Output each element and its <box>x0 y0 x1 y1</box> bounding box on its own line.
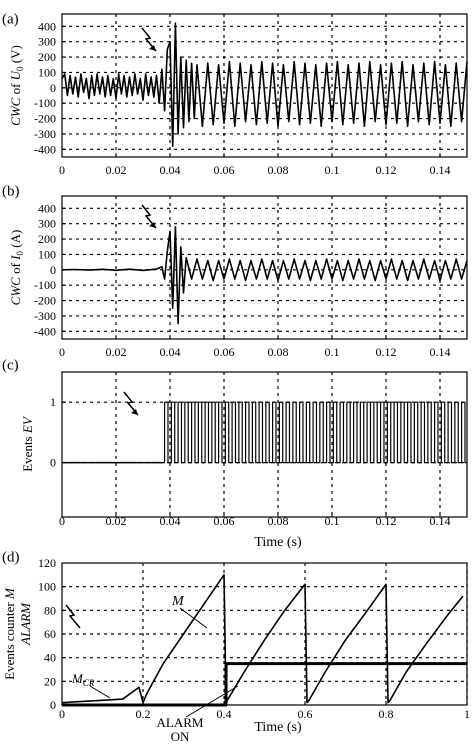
arrow-head-icon <box>131 409 138 415</box>
y-axis-label-2: ALARM <box>18 602 33 646</box>
event-pulses <box>164 401 467 464</box>
y-axis-label: Events counter M <box>2 587 17 680</box>
arrow-head-icon <box>149 222 156 228</box>
annotation-leader <box>179 607 208 629</box>
x-tick-label: 0.08 <box>268 345 289 359</box>
y-tick-label: 0 <box>50 263 56 277</box>
x-tick-label: 0 <box>59 345 65 359</box>
panel-a: (a) 0 0.02 0.04 0.06 0.08 0.1 0.12 0.14 400 300200… <box>2 12 468 177</box>
panel-c: (c) 0 0.02 0.04 0.06 0.08 0.1 0.12 0.14 1 0 Events … <box>2 358 468 550</box>
x-tick-label: 0 <box>59 514 65 528</box>
plot-frame <box>61 13 468 158</box>
x-tick-label: 0.06 <box>214 514 235 528</box>
x-tick-label: 1 <box>464 707 470 721</box>
x-tick-label: 0.2 <box>136 707 151 721</box>
lightning-arrow-icon <box>65 604 81 629</box>
lightning-arrow-icon <box>123 391 139 416</box>
annotation-leader <box>89 685 111 699</box>
y-tick-label: 0 <box>50 456 56 470</box>
x-tick-label: 0 <box>59 707 65 721</box>
y-tick-label: -400 <box>34 324 56 338</box>
series-line <box>61 225 468 325</box>
y-tick-label: -300 <box>34 127 56 141</box>
y-tick-label: 200 <box>38 50 56 64</box>
x-tick-label: 0.08 <box>268 514 289 528</box>
x-tick-label: 0.02 <box>106 345 127 359</box>
panel-label: (c) <box>2 358 19 374</box>
x-tick-label: 0.1 <box>325 345 340 359</box>
y-tick-label: -400 <box>34 142 56 156</box>
x-tick-label: 0.06 <box>214 163 235 177</box>
y-tick-label: 1 <box>50 395 56 409</box>
y-tick-label: -100 <box>34 96 56 110</box>
x-tick-label: 0.8 <box>379 707 394 721</box>
y-tick-label: -200 <box>34 294 56 308</box>
series-line <box>61 574 464 704</box>
x-axis-label: Time (s) <box>254 720 302 735</box>
x-tick-label: 0.6 <box>298 707 313 721</box>
x-tick-label: 0.04 <box>160 514 181 528</box>
annotation-m: M <box>171 594 185 609</box>
x-tick-label: 0.04 <box>160 163 181 177</box>
panel-b: (b) 0 0.02 0.04 0.06 0.08 0.1 0.12 0.14 400 300200… <box>2 184 468 359</box>
y-tick-label: 20 <box>44 674 56 688</box>
y-tick-label: 300 <box>38 217 56 231</box>
x-axis-label: Time (s) <box>254 535 302 550</box>
lightning-arrow-icon <box>141 27 157 52</box>
annotation-mcr: MCR <box>71 671 95 688</box>
x-tick-label: 0.1 <box>325 163 340 177</box>
x-tick-label: 0.12 <box>376 163 397 177</box>
y-tick-label: 200 <box>38 232 56 246</box>
panel-label: (d) <box>2 550 20 566</box>
x-tick-label: 0.06 <box>214 345 235 359</box>
y-tick-label: 40 <box>44 651 56 665</box>
y-tick-label: 0 <box>50 698 56 712</box>
x-tick-label: 0.14 <box>430 345 451 359</box>
x-tick-label: 0.04 <box>160 345 181 359</box>
x-tick-label: 0 <box>59 163 65 177</box>
series-line <box>62 662 467 707</box>
plot-frame <box>61 371 468 518</box>
y-axis-label: Events EV <box>20 415 35 472</box>
panel-label: (b) <box>2 184 20 200</box>
arrow-head-icon <box>149 45 156 51</box>
annotation-alarm: ALARM <box>157 715 204 730</box>
x-tick-label: 0.02 <box>106 163 127 177</box>
y-tick-label: -200 <box>34 112 56 126</box>
y-tick-label: 300 <box>38 35 56 49</box>
x-tick-label: 0.14 <box>430 514 451 528</box>
series-line <box>61 22 468 148</box>
x-tick-label: 0.4 <box>217 707 232 721</box>
x-tick-label: 0.02 <box>106 514 127 528</box>
y-tick-label: 60 <box>44 627 56 641</box>
y-tick-label: 120 <box>38 556 56 570</box>
y-tick-label: 400 <box>38 201 56 215</box>
y-axis-label: CWC of U0 (V) <box>8 45 25 126</box>
x-tick-label: 0.12 <box>376 345 397 359</box>
annotation-alarm-on: ON <box>171 729 190 744</box>
y-tick-label: 100 <box>38 580 56 594</box>
y-tick-label: 400 <box>38 19 56 33</box>
y-tick-label: 100 <box>38 65 56 79</box>
y-tick-label: 0 <box>50 81 56 95</box>
y-tick-label: -100 <box>34 278 56 292</box>
annotation-leader <box>185 685 239 718</box>
y-tick-label: 80 <box>44 603 56 617</box>
x-tick-label: 0.12 <box>376 514 397 528</box>
plot-frame <box>61 195 468 340</box>
y-axis-label: CWC of I0 (A) <box>8 230 25 306</box>
panel-d: (d) 0 0.2 0.4 0.6 0.8 1 120 100 80 60 40 20 0 Events c… <box>2 550 470 744</box>
x-tick-label: 0.08 <box>268 163 289 177</box>
y-tick-label: -300 <box>34 309 56 323</box>
y-tick-label: 100 <box>38 247 56 261</box>
panel-label: (a) <box>2 12 19 28</box>
lightning-arrow-icon <box>141 204 157 229</box>
x-tick-label: 0.14 <box>430 163 451 177</box>
x-tick-label: 0.1 <box>325 514 340 528</box>
